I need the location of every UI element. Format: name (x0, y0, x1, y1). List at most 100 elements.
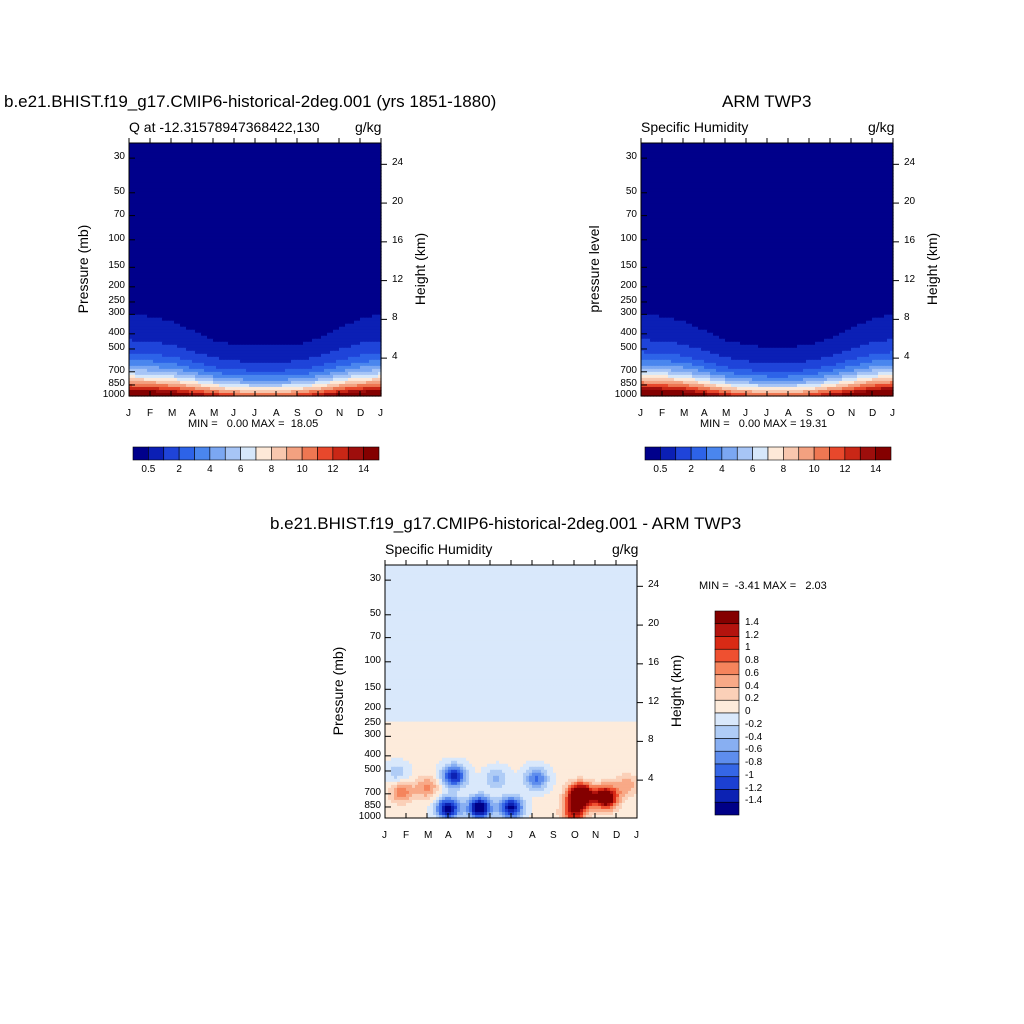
y-right-tick-label: 4 (904, 351, 910, 362)
colorbar-swatch (714, 699, 740, 714)
y-tick-label: 850 (364, 800, 381, 811)
y-tick-label: 250 (620, 295, 637, 306)
colorbar-label: -0.8 (745, 757, 762, 768)
x-tick-label: A (785, 408, 792, 419)
y-tick-label: 850 (108, 378, 125, 389)
contour-fill (641, 143, 894, 397)
y-right-tick-label: 12 (392, 274, 403, 285)
y-tick-label: 700 (620, 365, 637, 376)
x-tick-label: M (168, 408, 176, 419)
colorbar-label: 6 (750, 464, 756, 475)
x-tick-label: M (424, 830, 432, 841)
contour-fill (129, 143, 382, 397)
y-right-tick-label: 20 (648, 618, 659, 629)
y-tick-label: 500 (108, 342, 125, 353)
x-tick-label: A (529, 830, 536, 841)
y-right-tick-label: 8 (392, 312, 398, 323)
y-tick-label: 50 (114, 186, 125, 197)
colorbar-label: 0 (745, 706, 751, 717)
colorbar-swatch (163, 446, 180, 461)
y-tick-label: 300 (620, 307, 637, 318)
x-tick-label: A (273, 408, 280, 419)
x-tick-label: J (638, 408, 643, 419)
colorbar-label: 8 (781, 464, 787, 475)
x-tick-label: J (634, 830, 639, 841)
colorbar-label: 4 (207, 464, 213, 475)
y-right-tick-label: 24 (904, 157, 915, 168)
y-right-tick-label: 8 (648, 734, 654, 745)
colorbar-label: 0.5 (653, 464, 667, 475)
colorbar-swatch (332, 446, 349, 461)
colorbar-swatch (675, 446, 692, 461)
panel1-left-subtitle: Q at -12.31578947368422,130 (129, 119, 320, 135)
colorbar-label: -0.6 (745, 744, 762, 755)
colorbar-swatch (714, 789, 740, 803)
colorbar-swatch (271, 446, 288, 461)
x-tick-label: S (550, 830, 557, 841)
colorbar-label: 6 (238, 464, 244, 475)
colorbar-swatch (844, 446, 861, 461)
colorbar-swatch (132, 446, 149, 461)
y-tick-label: 200 (108, 280, 125, 291)
colorbar-swatch (178, 446, 195, 461)
x-tick-label: O (827, 408, 835, 419)
panel2-ylabel: pressure level (586, 225, 602, 312)
colorbar-swatch (798, 446, 815, 461)
x-tick-label: N (848, 408, 855, 419)
y-tick-label: 150 (620, 260, 637, 271)
x-tick-label: O (571, 830, 579, 841)
panel2-left-subtitle: Specific Humidity (641, 119, 748, 135)
panel3-min-max: MIN = -3.41 MAX = 2.03 (699, 580, 827, 592)
colorbar-swatch (240, 446, 257, 461)
x-tick-label: J (764, 408, 769, 419)
y-tick-label: 500 (620, 342, 637, 353)
colorbar-label: -0.2 (745, 719, 762, 730)
y-tick-label: 400 (364, 749, 381, 760)
y-tick-label: 200 (620, 280, 637, 291)
x-tick-label: O (315, 408, 323, 419)
panel2-unit-label: g/kg (868, 119, 894, 135)
panel2-ylabel-right: Height (km) (924, 233, 940, 305)
x-tick-label: J (378, 408, 383, 419)
colorbar-swatch (209, 446, 226, 461)
y-tick-label: 1000 (615, 389, 637, 400)
y-right-tick-label: 20 (392, 196, 403, 207)
colorbar-swatch (255, 446, 272, 461)
x-tick-label: F (659, 408, 665, 419)
y-right-tick-label: 4 (392, 351, 398, 362)
y-right-tick-label: 4 (648, 773, 654, 784)
x-tick-label: F (403, 830, 409, 841)
y-tick-label: 50 (626, 186, 637, 197)
colorbar-swatch (875, 446, 892, 461)
colorbar-label: 0.5 (141, 464, 155, 475)
colorbar-label: 12 (327, 464, 338, 475)
colorbar-swatch (736, 446, 753, 461)
colorbar-label: -0.4 (745, 732, 762, 743)
y-right-tick-label: 12 (648, 696, 659, 707)
colorbar-label: -1.2 (745, 783, 762, 794)
colorbar-label: 0.8 (745, 655, 759, 666)
colorbar-swatch (301, 446, 318, 461)
colorbar-label: 1 (745, 642, 751, 653)
colorbar-swatch (767, 446, 784, 461)
colorbar-swatch (148, 446, 165, 461)
y-tick-label: 100 (108, 233, 125, 244)
y-tick-label: 700 (108, 365, 125, 376)
y-tick-label: 70 (370, 631, 381, 642)
colorbar-label: 14 (358, 464, 369, 475)
x-tick-label: S (806, 408, 813, 419)
y-tick-label: 500 (364, 764, 381, 775)
colorbar-swatch (714, 623, 740, 637)
x-tick-label: M (722, 408, 730, 419)
panel2-title: ARM TWP3 (722, 92, 811, 112)
colorbar-swatch (714, 738, 740, 752)
x-tick-label: A (701, 408, 708, 419)
colorbar-swatch (752, 446, 769, 461)
panel2-colorbar (644, 446, 892, 461)
y-tick-label: 700 (364, 787, 381, 798)
colorbar-label: 2 (688, 464, 694, 475)
x-tick-label: D (357, 408, 364, 419)
y-tick-label: 300 (364, 729, 381, 740)
y-tick-label: 400 (108, 327, 125, 338)
colorbar-swatch (714, 687, 740, 701)
